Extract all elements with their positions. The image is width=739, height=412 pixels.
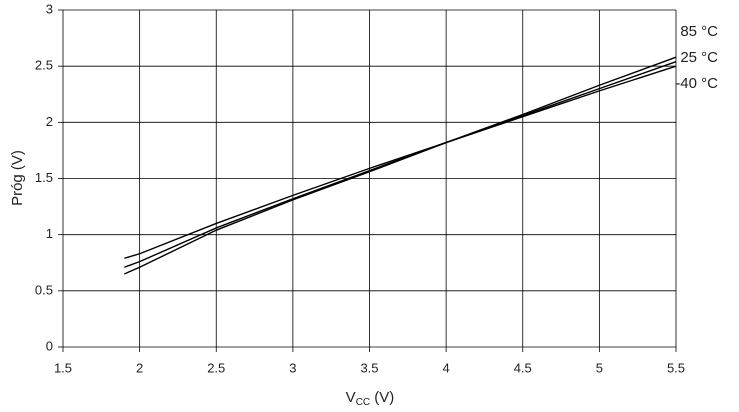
legend-label: -40 °C (675, 75, 718, 92)
x-tick-label: 5.5 (667, 360, 685, 375)
x-tick-label: 2 (136, 360, 143, 375)
series-line (124, 56, 677, 275)
legend-label: 25 °C (680, 49, 718, 66)
y-axis-label: Próg (V) (9, 150, 26, 206)
x-label-sub: CC (356, 397, 370, 408)
y-tick-label: 3 (46, 1, 53, 16)
y-tick-label: 0.5 (35, 282, 53, 297)
x-tick-label: 3 (289, 360, 296, 375)
x-label-main: V (346, 389, 356, 406)
x-axis-label: VCC (V) (346, 389, 395, 408)
series-line (124, 61, 677, 268)
y-tick-label: 1 (46, 226, 53, 241)
x-tick-label: 1.5 (54, 360, 72, 375)
legend-label: 85 °C (680, 23, 718, 40)
y-tick-label: 2 (46, 114, 53, 129)
x-tick-label: 3.5 (360, 360, 378, 375)
x-tick-label: 4.5 (514, 360, 532, 375)
y-tick-label: 2.5 (35, 58, 53, 73)
x-tick-label: 2.5 (207, 360, 225, 375)
x-tick-label: 4 (443, 360, 450, 375)
x-tick-label: 5 (596, 360, 603, 375)
series-line (124, 65, 677, 259)
x-label-rest: (V) (370, 389, 394, 406)
y-tick-label: 1.5 (35, 170, 53, 185)
y-tick-label: 0 (46, 338, 53, 353)
